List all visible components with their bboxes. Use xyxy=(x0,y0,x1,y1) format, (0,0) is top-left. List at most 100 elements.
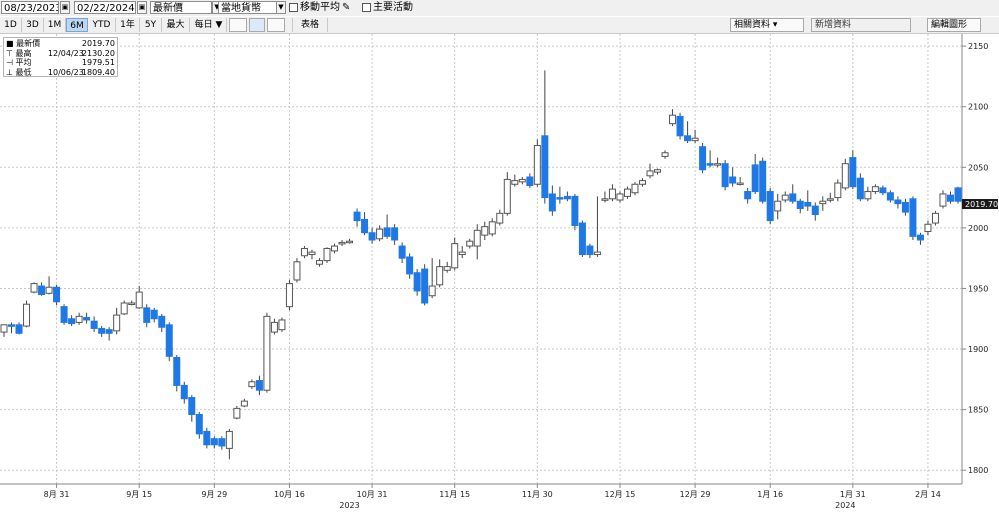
y-tick-label: 1900 xyxy=(968,345,988,354)
candle-body-up xyxy=(293,261,301,281)
candle-body-down xyxy=(563,195,571,200)
candle-body-down xyxy=(180,384,188,400)
legend-name: ⊥ 最低 xyxy=(6,67,32,77)
period-max-button[interactable]: 最大 xyxy=(162,18,190,32)
candle-body-down xyxy=(105,329,113,334)
key-events-label: 主要活動 xyxy=(373,2,413,13)
moving-average-checkbox[interactable] xyxy=(289,3,298,12)
candle-body-up xyxy=(45,286,53,294)
end-date-field[interactable]: 02/22/2024 xyxy=(74,1,136,14)
candle-body-up xyxy=(23,303,31,327)
last-price-marker xyxy=(962,199,998,210)
pencil-icon[interactable]: ✎ xyxy=(342,2,351,13)
candle-body-up xyxy=(691,137,699,142)
candle-body-up xyxy=(120,302,128,315)
candle-body-up xyxy=(841,163,849,189)
chart-style-button[interactable] xyxy=(249,18,265,32)
frequency-select[interactable]: 每日 ▼ xyxy=(191,18,227,32)
top-toolbar: 08/23/2023 ▣ 02/22/2024 ▣ 最新價 ▼ 當地貨幣 ▼ 移… xyxy=(0,0,999,16)
edit-chart-button[interactable]: 編輯圖形 xyxy=(927,18,981,32)
period-3d-button[interactable]: 3D xyxy=(22,18,44,32)
candle-body-down xyxy=(879,187,887,194)
legend-value: 2019.70 xyxy=(81,39,115,48)
candle-body-down xyxy=(578,222,586,256)
moving-average-label: 移動平均 xyxy=(300,2,340,13)
candle-body-down xyxy=(586,245,594,256)
candle-body-up xyxy=(443,266,451,271)
candle-body-up xyxy=(601,198,609,201)
candle-body-down xyxy=(368,232,376,241)
candle-body-down xyxy=(699,146,707,171)
candle-body-up xyxy=(511,180,519,185)
start-date-picker-icon[interactable]: ▣ xyxy=(60,1,70,14)
candle-body-up xyxy=(113,314,121,332)
candle-body-up xyxy=(428,285,436,297)
x-tick-label: 1月 31 xyxy=(840,490,866,499)
candle-body-down xyxy=(413,272,421,292)
candle-body-up xyxy=(135,291,143,309)
candle-body-up xyxy=(323,247,331,262)
candle-body-down xyxy=(8,324,16,327)
key-events-checkbox[interactable] xyxy=(362,3,371,12)
candle-body-up xyxy=(819,200,827,205)
candle-body-down xyxy=(796,200,804,209)
candle-body-down xyxy=(789,193,797,202)
new-data-label: 新增資料 xyxy=(815,20,852,30)
price-chart[interactable]: 1800 1850 1900 1950 2000 2050 2100 2150 8月 31 9月 … xyxy=(0,34,999,516)
period-toolbar: 1D 3D 1M 6M YTD 1年 5Y 最大 每日 ▼ 表格 相關資料 ▾ … xyxy=(0,17,999,34)
candle-body-down xyxy=(849,157,857,188)
candle-body-up xyxy=(473,229,481,247)
candle-body-down xyxy=(83,317,91,321)
candle-body-down xyxy=(165,324,173,357)
candle-body-down xyxy=(759,160,767,202)
y-tick-label: 1950 xyxy=(968,284,988,293)
period-5y-button[interactable]: 5Y xyxy=(140,18,162,32)
candle-body-down xyxy=(143,307,151,323)
start-date-field[interactable]: 08/23/2023 xyxy=(1,1,59,14)
candle-body-up xyxy=(488,221,496,235)
candle-body-down xyxy=(210,438,218,446)
candle-body-up xyxy=(0,324,8,333)
period-1y-button[interactable]: 1年 xyxy=(116,18,140,32)
currency-chevron-down-icon[interactable]: ▼ xyxy=(276,1,286,14)
candle-body-down xyxy=(729,176,737,184)
new-data-input[interactable]: 新增資料 xyxy=(811,18,911,32)
candle-body-up xyxy=(774,200,782,212)
candle-body-up xyxy=(128,302,136,305)
chart-type-button[interactable] xyxy=(229,18,247,32)
candle-body-up xyxy=(623,188,631,197)
y-tick-label: 2050 xyxy=(968,163,988,172)
candle-body-up xyxy=(233,407,241,419)
candle-body-up xyxy=(338,241,346,245)
candle-body-down xyxy=(391,227,399,241)
price-field-select[interactable]: 最新價 xyxy=(150,1,212,14)
period-6m-button[interactable]: 6M xyxy=(66,18,88,32)
candle-body-down xyxy=(60,306,68,323)
candle-body-up xyxy=(654,169,662,173)
chart-legend: ■ 最新價 2019.70 ⊤ 最高 12/04/23 2130.20 ⊣ 平均… xyxy=(3,37,118,77)
related-data-button[interactable]: 相關資料 ▾ xyxy=(730,18,804,32)
candle-body-down xyxy=(548,193,556,212)
candle-body-up xyxy=(518,178,526,183)
candle-body-down xyxy=(894,199,902,205)
candle-body-up xyxy=(736,182,744,186)
period-ytd-button[interactable]: YTD xyxy=(88,18,116,32)
x-tick-label: 10月 16 xyxy=(274,490,305,499)
y-tick-label: 1800 xyxy=(968,466,988,475)
x-tick-label: 8月 31 xyxy=(44,490,70,499)
period-1m-button[interactable]: 1M xyxy=(44,18,66,32)
candle-body-down xyxy=(556,197,564,200)
x-tick-label: 11月 15 xyxy=(439,490,470,499)
candle-body-up xyxy=(924,223,932,233)
candle-body-up xyxy=(240,400,248,407)
legend-value: 2130.20 xyxy=(81,48,115,58)
chart-option-button[interactable] xyxy=(267,18,285,32)
candle-body-down xyxy=(68,318,76,325)
candle-body-up xyxy=(248,381,256,388)
candle-body-down xyxy=(90,320,98,329)
period-1d-button[interactable]: 1D xyxy=(0,18,22,32)
end-date-picker-icon[interactable]: ▣ xyxy=(137,1,147,14)
y-tick-label: 2100 xyxy=(968,103,988,112)
currency-select[interactable]: 當地貨幣 xyxy=(218,1,278,14)
table-button[interactable]: 表格 xyxy=(292,18,328,32)
